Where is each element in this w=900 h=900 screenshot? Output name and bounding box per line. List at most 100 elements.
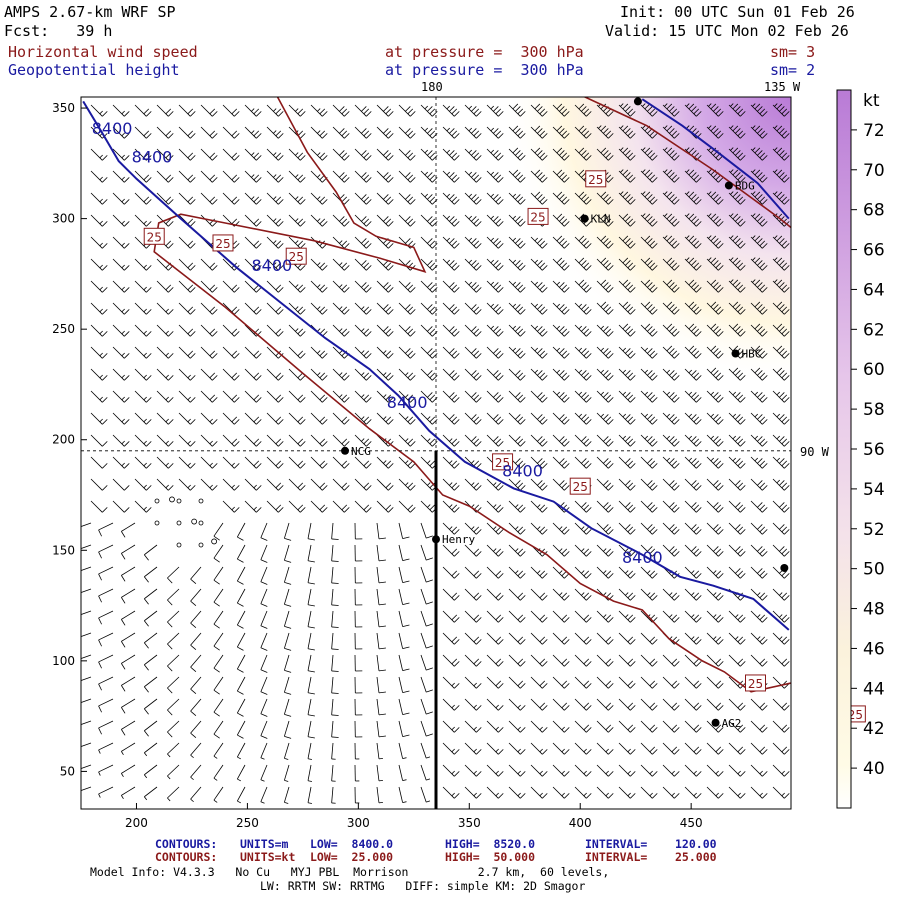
y-tick-label: 250 — [52, 322, 75, 336]
wind-barb-flag — [688, 323, 695, 330]
wind-barb-flag — [561, 240, 568, 247]
wind-barb-flag — [622, 213, 629, 220]
wind-barb-staff — [508, 170, 521, 183]
wind-barb-flag — [647, 106, 653, 112]
wind-barb-half-flag — [121, 374, 125, 379]
wind-barb-flag — [542, 463, 548, 469]
wind-barb-staff — [134, 280, 147, 293]
wind-barb-staff — [420, 720, 427, 737]
wind-barb-half-flag — [273, 240, 277, 244]
wind-barb-flag — [625, 436, 631, 442]
wind-barb-flag — [297, 174, 304, 181]
wind-barb-half-flag — [121, 154, 125, 159]
wind-barb-flag — [608, 287, 614, 293]
wind-barb-flag — [165, 218, 172, 225]
wind-barb-half-flag — [426, 756, 431, 759]
wind-barb-flag — [649, 702, 656, 709]
wind-barb-half-flag — [273, 218, 277, 222]
wind-barb-flag — [275, 240, 282, 247]
wind-barb-half-flag — [556, 303, 561, 308]
wind-barb-staff — [420, 544, 427, 561]
wind-barb-flag — [652, 155, 658, 161]
wind-barb-staff — [728, 478, 741, 491]
wind-barb-half-flag — [622, 413, 627, 418]
wind-barb-flag — [669, 326, 675, 332]
wind-barb-staff — [420, 412, 433, 425]
wind-barb-flag — [735, 216, 741, 222]
height-contour-label: 8400 — [502, 462, 543, 481]
wind-barb-flag — [300, 507, 306, 513]
wind-barb-flag — [561, 438, 568, 445]
wind-barb-staff — [486, 258, 499, 271]
wind-barb-staff — [121, 588, 136, 598]
wind-barb-flag — [603, 370, 609, 376]
wind-barb-half-flag — [121, 132, 125, 137]
wind-barb-flag — [652, 331, 658, 337]
wind-barb-flag — [124, 507, 130, 513]
wind-barb-flag — [564, 551, 570, 557]
wind-barb-flag — [278, 353, 284, 359]
wind-barb-staff — [574, 324, 587, 337]
wind-barb-flag — [652, 529, 658, 535]
wind-barb-flag — [713, 414, 719, 420]
wind-barb-flag — [260, 625, 268, 629]
wind-barb-staff — [332, 302, 345, 315]
wind-barb-flag — [98, 661, 102, 669]
wind-barb-flag — [627, 328, 634, 335]
wind-barb-flag — [715, 614, 722, 621]
wind-barb-flag — [426, 645, 433, 649]
wind-barb-flag — [583, 548, 590, 555]
wind-barb-staff — [331, 698, 334, 715]
wind-barb-flag — [737, 636, 744, 643]
wind-barb-half-flag — [774, 103, 778, 107]
wind-barb-half-flag — [317, 262, 321, 266]
wind-barb-staff — [112, 324, 125, 337]
wind-barb-flag — [385, 438, 392, 445]
wind-barb-flag — [715, 592, 722, 599]
wind-barb-flag — [520, 485, 526, 491]
wind-barb-flag — [307, 538, 315, 541]
wind-barb-flag — [234, 353, 240, 359]
wind-barb-half-flag — [647, 592, 651, 596]
wind-barb-flag — [561, 306, 568, 313]
wind-barb-staff — [331, 544, 334, 561]
wind-barb-staff — [98, 742, 114, 751]
wind-barb-flag — [583, 504, 590, 511]
wind-barb-half-flag — [165, 418, 169, 423]
wind-barb-staff — [354, 412, 367, 425]
wind-barb-half-flag — [752, 103, 756, 107]
wind-barb-flag — [559, 326, 565, 332]
wind-barb-staff — [167, 588, 180, 601]
wind-barb-half-flag — [774, 257, 778, 261]
wind-barb-flag — [339, 172, 345, 178]
wind-barb-flag — [366, 155, 372, 161]
wind-barb-flag — [715, 636, 722, 643]
wind-barb-flag — [427, 304, 433, 310]
wind-barb-staff — [244, 258, 257, 271]
wind-barb-staff — [508, 610, 521, 623]
wind-barb-staff — [354, 434, 367, 447]
wind-barb-flag — [718, 749, 724, 755]
wind-barb-flag — [432, 177, 438, 183]
wind-barb-staff — [662, 390, 675, 403]
field1-name: Horizontal wind speed — [8, 43, 198, 61]
wind-barb-half-flag — [534, 325, 539, 330]
wind-barb-flag — [102, 265, 108, 271]
wind-barb-flag — [307, 736, 315, 739]
wind-barb-flag — [300, 221, 306, 227]
wind-barb-staff — [376, 236, 389, 249]
wind-barb-half-flag — [730, 169, 734, 173]
wind-barb-staff — [640, 566, 653, 579]
wind-barb-staff — [662, 720, 675, 733]
wind-barb-staff — [684, 720, 697, 733]
wind-barb-flag — [102, 111, 108, 117]
wind-barb-flag — [278, 397, 284, 403]
wind-barb-flag — [449, 194, 455, 200]
wind-barb-staff — [420, 324, 433, 337]
wind-barb-flag — [190, 199, 196, 205]
wind-barb-flag — [256, 507, 262, 513]
wind-barb-flag — [669, 260, 675, 266]
wind-barb-staff — [662, 126, 675, 139]
wind-barb-flag — [539, 526, 546, 533]
wind-barb-flag — [344, 375, 350, 381]
